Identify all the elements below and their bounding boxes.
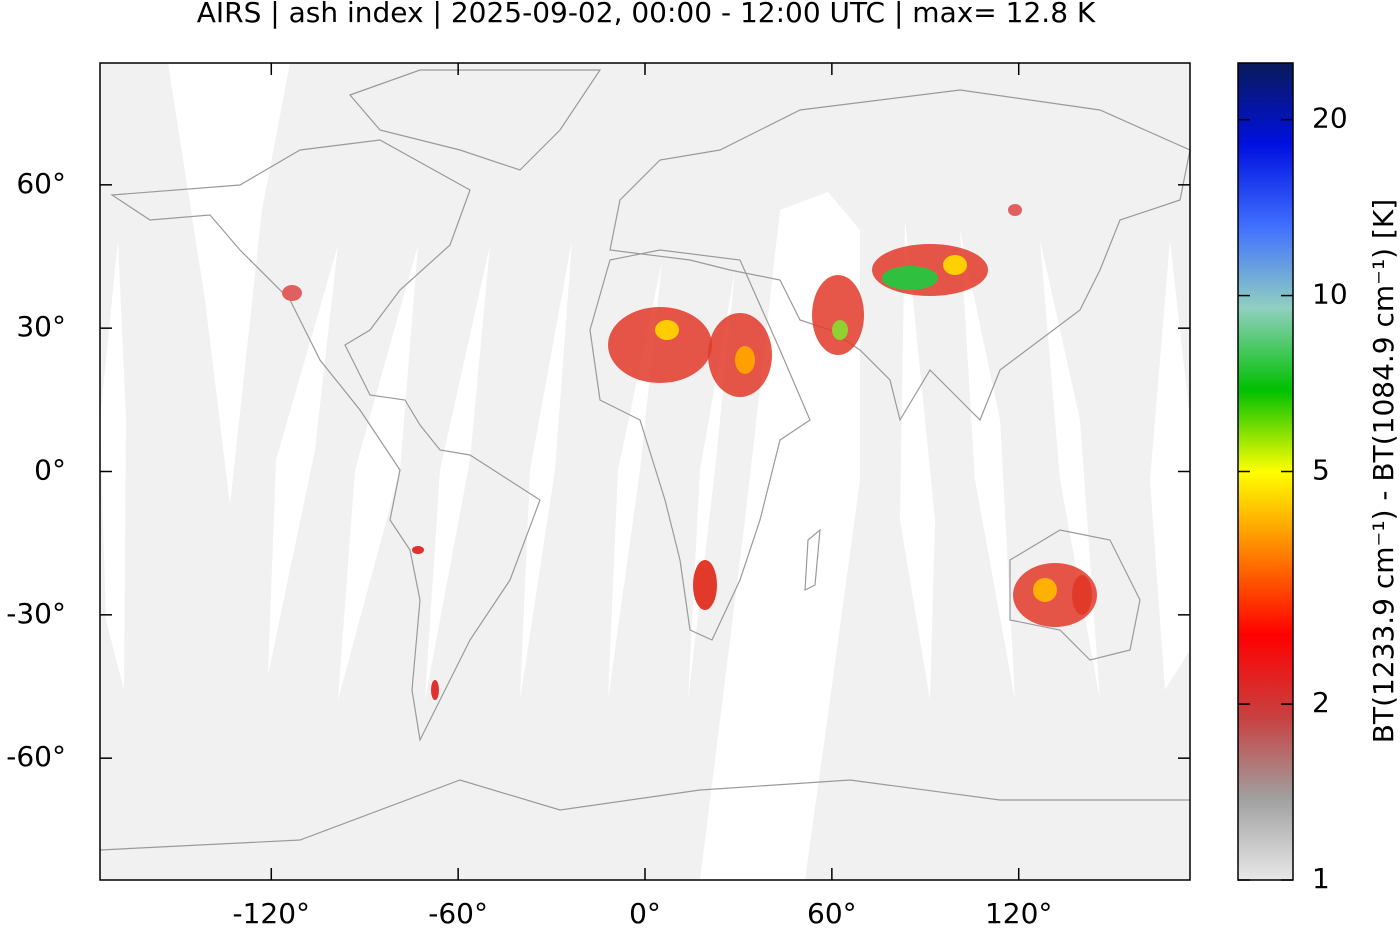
x-tick-label: 0°	[629, 897, 661, 930]
x-tick-label: 120°	[985, 897, 1052, 930]
y-tick-label: 60°	[16, 167, 66, 200]
coastlines	[99, 69, 1191, 851]
y-tick-label: 30°	[16, 310, 66, 343]
chart-title: AIRS | ash index | 2025-09-02, 00:00 - 1…	[197, 0, 1096, 29]
colorbar-tick-label: 1	[1312, 862, 1330, 895]
x-tick-label: -120°	[233, 897, 311, 930]
y-tick-label: -30°	[6, 597, 66, 630]
x-tick-label: 60°	[807, 897, 857, 930]
y-tick-label: 0°	[34, 454, 66, 487]
colorbar-tick-label: 5	[1312, 454, 1330, 487]
y-tick-label: -60°	[6, 740, 66, 773]
colorbar-tick-label: 10	[1312, 278, 1348, 311]
map	[99, 62, 1191, 881]
x-tick-label: -60°	[428, 897, 488, 930]
colorbar-tick-label: 2	[1312, 686, 1330, 719]
colorbar-tick-label: 20	[1312, 102, 1348, 135]
ash-signal	[282, 204, 1097, 700]
colorbar-label: BT(1233.9 cm⁻¹) - BT(1084.9 cm⁻¹) [K]	[1367, 199, 1400, 743]
